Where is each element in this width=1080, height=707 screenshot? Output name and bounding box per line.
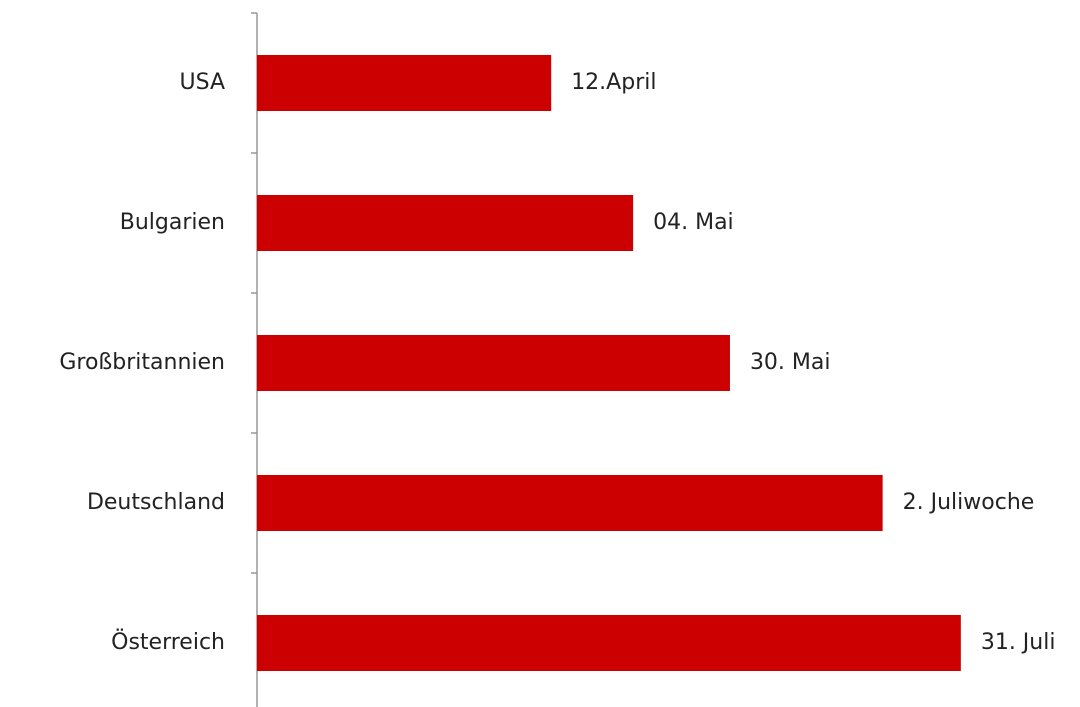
bar	[257, 615, 961, 671]
bar	[257, 55, 552, 111]
bar	[257, 475, 883, 531]
bar	[257, 335, 730, 391]
y-tick-label: USA	[179, 70, 225, 95]
y-tick-label: Deutschland	[87, 490, 225, 515]
value-label: 04. Mai	[653, 210, 734, 235]
bar	[257, 195, 634, 251]
value-label: 2. Juliwoche	[903, 490, 1035, 515]
y-tick-label: Österreich	[111, 629, 225, 655]
y-tick-label: Großbritannien	[59, 350, 225, 375]
value-label: 30. Mai	[750, 350, 831, 375]
value-label: 12.April	[571, 70, 656, 95]
value-label: 31. Juli	[981, 630, 1056, 655]
y-tick-label: Bulgarien	[120, 210, 225, 235]
